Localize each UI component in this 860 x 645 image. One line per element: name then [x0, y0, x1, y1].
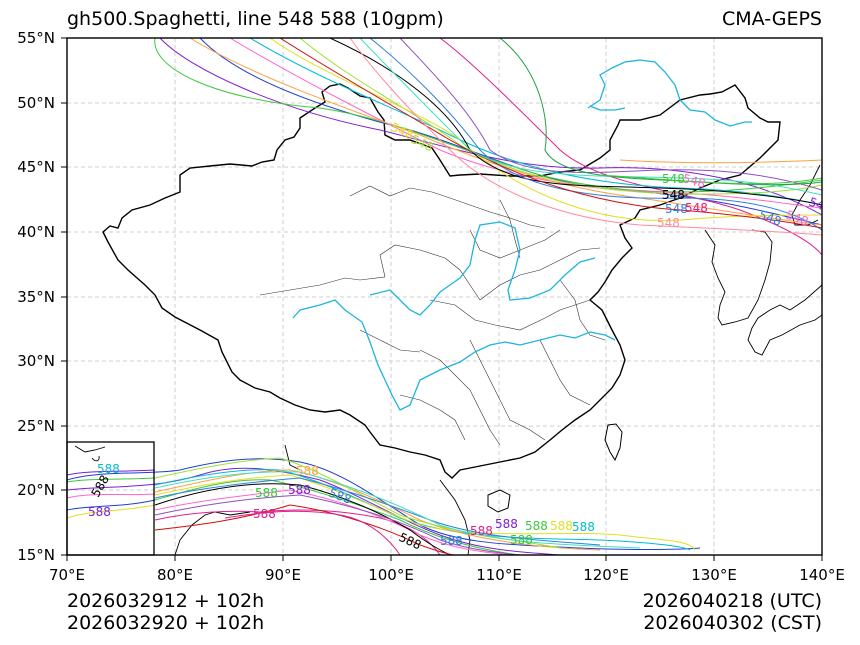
svg-text:548: 548: [657, 216, 680, 230]
lat-label-35: 35°N: [17, 288, 55, 306]
init-time-2: 2026032920 + 102h: [67, 612, 265, 634]
lon-label-70: 70°E: [48, 566, 86, 584]
svg-text:548: 548: [662, 172, 685, 186]
svg-text:548: 548: [685, 201, 708, 215]
taiwan-coast: [604, 423, 623, 462]
lon-label-90: 90°E: [264, 566, 302, 584]
province-borders: [259, 185, 606, 446]
svg-text:548: 548: [662, 188, 685, 202]
init-times: 2026032912 + 102h 2026032920 + 102h: [67, 590, 264, 634]
svg-text:588: 588: [572, 520, 595, 534]
korea-coast: [704, 229, 773, 326]
svg-text:548: 548: [807, 195, 833, 216]
svg-text:588: 588: [525, 519, 548, 533]
svg-text:588: 588: [288, 483, 311, 497]
svg-text:588: 588: [255, 486, 278, 500]
hainan-coast: [487, 489, 511, 513]
svg-text:548: 548: [784, 208, 810, 229]
rivers: [292, 59, 752, 411]
contour-labels: 548 548 548 548 548 548 548 548 548 548 …: [88, 120, 833, 552]
lon-label-130: 130°E: [691, 566, 737, 584]
svg-text:588: 588: [495, 517, 518, 531]
valid-time-cst: 2026040302 (CST): [643, 612, 822, 634]
lon-label-110: 110°E: [476, 566, 522, 584]
lon-label-140: 140°E: [799, 566, 845, 584]
contours-548: [154, 38, 822, 256]
south-asia-border: [174, 444, 471, 555]
lat-label-40: 40°N: [17, 223, 55, 241]
lon-label-120: 120°E: [583, 566, 629, 584]
svg-text:588: 588: [550, 519, 573, 533]
lat-label-45: 45°N: [17, 158, 55, 176]
svg-text:588: 588: [397, 530, 424, 552]
lon-label-80: 80°E: [156, 566, 194, 584]
axis-ticks: [61, 37, 823, 561]
svg-text:588: 588: [88, 505, 111, 519]
svg-text:588: 588: [88, 473, 112, 500]
svg-text:548: 548: [757, 208, 783, 229]
svg-text:588: 588: [97, 462, 120, 476]
contours-588: [67, 457, 701, 555]
lat-label-50: 50°N: [17, 94, 55, 112]
svg-text:588: 588: [296, 464, 319, 478]
svg-text:588: 588: [440, 534, 463, 548]
valid-times: 2026040218 (UTC) 2026040302 (CST): [643, 590, 822, 634]
lat-label-30: 30°N: [17, 352, 55, 370]
china-border: [102, 83, 781, 479]
svg-text:588: 588: [253, 507, 276, 521]
lat-label-20: 20°N: [17, 481, 55, 499]
lat-label-15: 15°N: [17, 546, 55, 564]
model-name: CMA-GEPS: [721, 8, 822, 30]
svg-text:588: 588: [510, 533, 533, 547]
valid-time-utc: 2026040218 (UTC): [642, 590, 822, 612]
chart-title: gh500.Spaghetti, line 548 588 (10gpm): [67, 8, 444, 30]
gridlines: [67, 38, 822, 555]
lon-label-100: 100°E: [368, 566, 414, 584]
svg-text:588: 588: [470, 524, 493, 538]
svg-text:548: 548: [665, 202, 688, 216]
svg-text:548: 548: [409, 132, 436, 154]
lat-label-55: 55°N: [17, 29, 55, 47]
init-time-1: 2026032912 + 102h: [67, 590, 265, 612]
lat-label-25: 25°N: [17, 417, 55, 435]
svg-text:548: 548: [681, 171, 707, 190]
scs-inset: [66, 441, 155, 556]
